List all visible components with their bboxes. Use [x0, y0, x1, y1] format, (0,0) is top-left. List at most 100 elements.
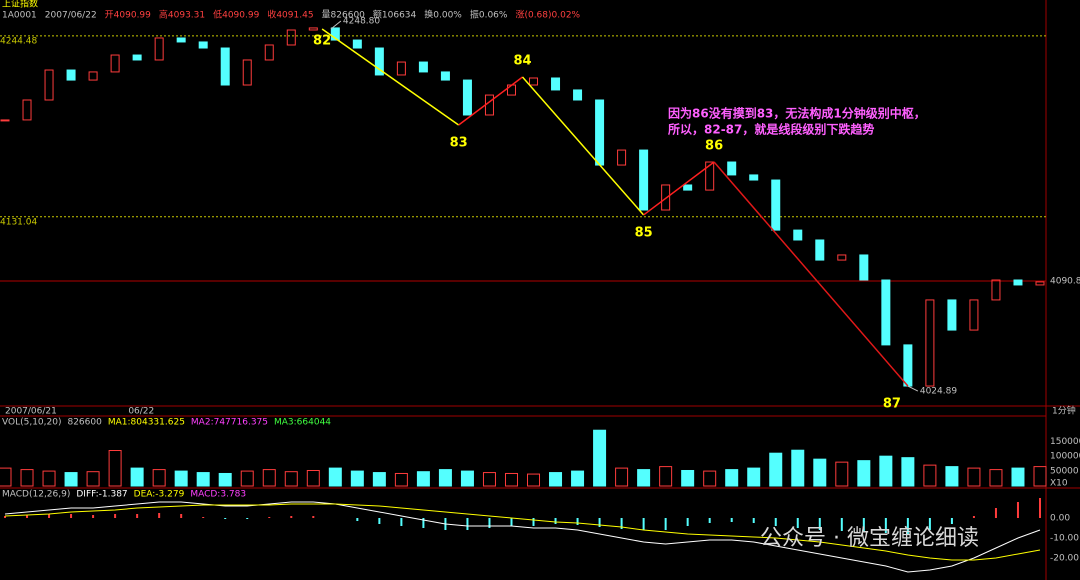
macd-bar	[1016, 502, 1019, 518]
header-field: 涨(0.68)0.02%	[515, 10, 580, 21]
wave-segment	[521, 76, 645, 216]
candle	[462, 79, 472, 116]
volume-bar	[416, 471, 430, 487]
volume-bar	[482, 472, 496, 487]
macd-bar	[664, 518, 667, 530]
candle	[595, 99, 605, 166]
macd-bar	[554, 518, 557, 524]
macd-bar	[752, 518, 755, 523]
volume-bar	[1011, 467, 1025, 487]
legend-item: MACD(12,26,9)	[2, 490, 70, 500]
volume-bar	[108, 450, 122, 487]
volume-bar	[571, 470, 585, 487]
candle	[749, 174, 759, 181]
macd-bar	[70, 514, 73, 518]
candle	[176, 37, 186, 43]
candle	[110, 54, 120, 73]
header-field: 开4090.99	[105, 10, 151, 21]
volume-bar	[813, 458, 827, 487]
macd-bar	[972, 516, 975, 518]
extreme-label: 4024.89	[920, 387, 957, 397]
macd-bar	[928, 518, 931, 530]
header-field: 换0.00%	[424, 9, 462, 21]
macd-bar	[378, 518, 381, 524]
candle	[661, 184, 671, 211]
candle	[859, 254, 869, 281]
volume-bar	[593, 429, 607, 487]
volume-bar	[923, 464, 937, 487]
candle	[418, 61, 428, 73]
candle	[903, 344, 913, 387]
candle	[1035, 281, 1045, 286]
candle	[815, 239, 825, 261]
y-tick-label: 4131.04	[0, 217, 37, 227]
candle	[551, 77, 561, 91]
volume-bar	[725, 469, 739, 487]
macd-line	[4, 503, 1041, 561]
macd-bar	[994, 508, 997, 518]
candle	[1013, 279, 1023, 286]
macd-bar	[180, 514, 183, 518]
macd-bar	[1039, 498, 1041, 518]
volume-bar	[659, 466, 673, 487]
candle	[617, 149, 627, 166]
macd-bar	[466, 518, 469, 530]
x-tick-label: 06/22	[128, 407, 154, 417]
y-tick-label: -10.00	[1050, 534, 1079, 544]
wave-label: 85	[635, 225, 653, 240]
macd-bar	[840, 518, 843, 531]
header-field: 振0.06%	[470, 9, 508, 21]
candle	[793, 229, 803, 241]
candle	[44, 69, 54, 101]
note: 所以，82-87，就是线段级别下跌趋势	[668, 122, 874, 137]
volume-bar	[747, 467, 761, 487]
wave-segment	[458, 76, 523, 126]
period: 1分钟	[1052, 405, 1076, 417]
candle	[881, 279, 891, 346]
volume-bar	[328, 467, 342, 487]
macd-bar	[290, 516, 293, 518]
volume-bar	[218, 472, 232, 487]
volume-bar	[196, 472, 210, 487]
candle	[771, 179, 781, 231]
macd-bar	[114, 514, 117, 518]
note: 因为86没有摸到83，无法构成1分钟级别中枢，	[668, 106, 926, 121]
candle	[330, 27, 340, 41]
macd-bar	[356, 518, 359, 521]
candle	[947, 299, 957, 331]
volume-bar	[945, 466, 959, 487]
volume-bar	[20, 469, 34, 487]
volume-bar	[438, 469, 452, 487]
volume-bar	[130, 467, 144, 487]
macd-bar	[620, 518, 623, 529]
candle	[198, 41, 208, 49]
volume-bar	[394, 472, 408, 487]
volume-bar	[637, 469, 651, 487]
header-field: 收4091.45	[267, 9, 313, 21]
legend-item: MACD:3.783	[190, 490, 246, 500]
volume-bar	[372, 472, 386, 487]
candle	[264, 44, 274, 61]
extreme-pointer	[907, 385, 919, 392]
macd-bar	[136, 514, 139, 518]
macd-line	[4, 501, 1041, 573]
y-tick-label: -20.00	[1050, 554, 1079, 564]
candle	[639, 149, 649, 211]
macd-bar	[730, 518, 733, 522]
macd-bar	[26, 515, 29, 518]
macd-bar	[422, 518, 425, 528]
macd-bar	[48, 514, 51, 518]
x-tick-label: 2007/06/21	[5, 407, 57, 417]
volume-bar	[1033, 466, 1047, 487]
wave-label: 86	[705, 139, 723, 154]
candle	[991, 279, 1001, 301]
volume-bar	[42, 470, 56, 487]
macd-bar	[510, 518, 513, 526]
macd-bar	[488, 518, 491, 528]
macd-bar	[642, 518, 645, 530]
volume-bar	[703, 470, 717, 487]
macd-bar	[686, 518, 689, 526]
y-tick-label: 150000	[1050, 437, 1080, 447]
volume-bar	[460, 470, 474, 487]
